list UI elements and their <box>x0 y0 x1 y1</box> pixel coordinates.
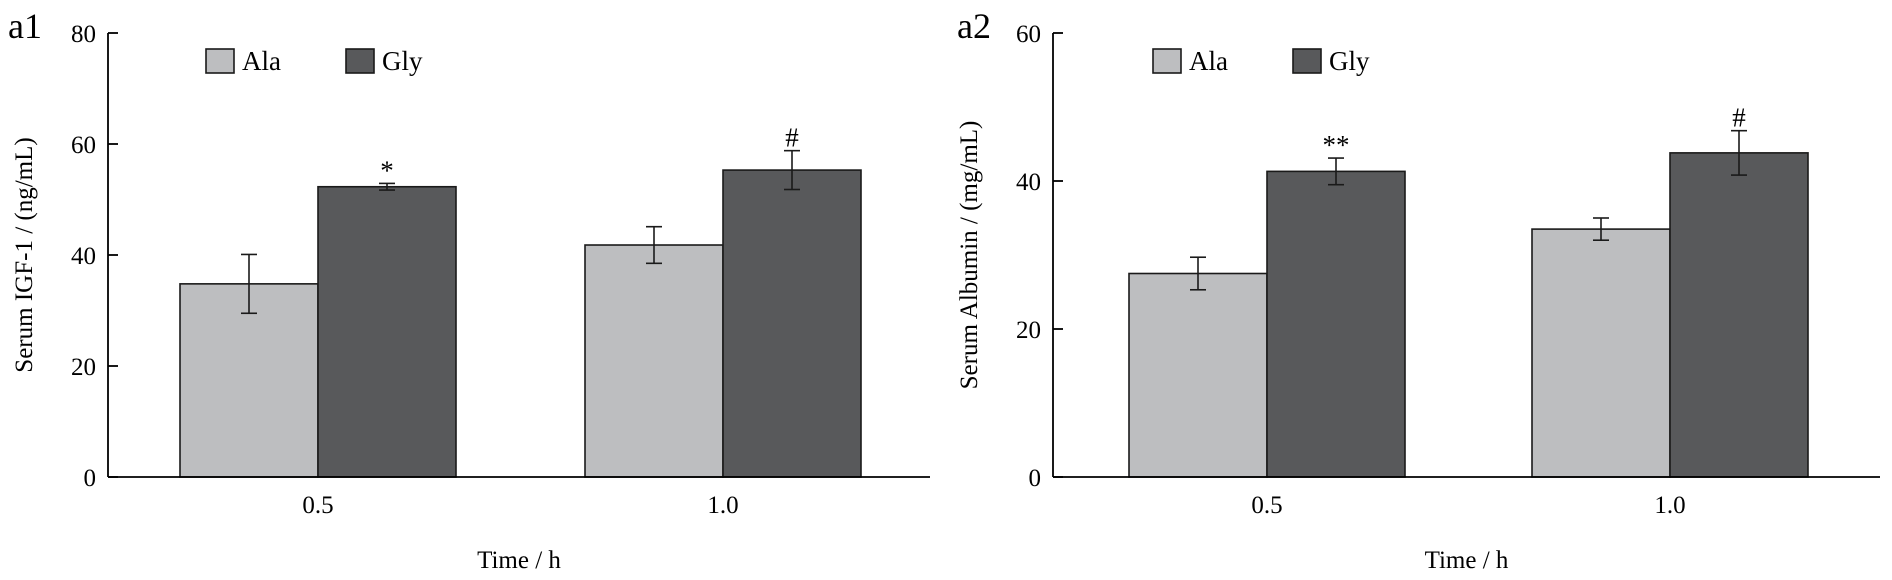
bar-ala-0.5 <box>1128 272 1268 478</box>
legend-swatch-ala <box>205 48 235 74</box>
legend-label-ala: Ala <box>242 46 281 76</box>
legend-swatch-ala <box>1152 48 1182 74</box>
bar-gly-0.5 <box>1266 170 1406 478</box>
y-tick-label: 60 <box>71 132 96 159</box>
bar-gly-0.5 <box>317 185 457 478</box>
x-tick-label: 0.5 <box>1251 492 1282 519</box>
x-axis-title: Time / h <box>477 547 561 574</box>
chart-panel-a1: a1 * #0 20 40 60 80 0.5 1.0 Time / h Serum IGF-1 /… <box>8 6 930 574</box>
y-tick-label: 40 <box>71 243 96 270</box>
legend-label-ala: Ala <box>1189 46 1228 76</box>
y-tick-label: 20 <box>1016 317 1041 344</box>
y-tick-label: 20 <box>71 354 96 381</box>
y-tick-label: 0 <box>1029 465 1042 492</box>
panel-label: a1 <box>8 6 42 46</box>
chart-panel-a2: a2 ** #0 20 40 60 0.5 1.0 Time / h Serum Albumin … <box>956 6 1880 574</box>
x-tick-label: 1.0 <box>1654 492 1685 519</box>
bar-gly-1.0 <box>722 169 862 478</box>
y-tick-label: 60 <box>1016 21 1041 48</box>
bar-ala-0.5 <box>179 283 319 478</box>
bar-ala-1.0 <box>584 244 724 478</box>
x-axis-title: Time / h <box>1425 547 1509 574</box>
bar-gly-1.0 <box>1669 152 1809 478</box>
y-axis-title: Serum IGF-1 / (ng/mL) <box>11 137 38 372</box>
y-tick-label: 80 <box>71 21 96 48</box>
panel-label: a2 <box>957 6 991 46</box>
x-tick-label: 0.5 <box>302 492 333 519</box>
bar-ala-1.0 <box>1531 228 1671 478</box>
significance-marker: * <box>380 155 394 185</box>
y-tick-label: 40 <box>1016 169 1041 196</box>
significance-marker: ** <box>1323 130 1350 160</box>
y-axis-title: Serum Albumin / (mg/mL) <box>956 121 983 390</box>
legend-swatch-gly <box>1292 48 1322 74</box>
legend-label-gly: Gly <box>1329 46 1370 76</box>
x-tick-label: 1.0 <box>707 492 738 519</box>
y-tick-label: 0 <box>84 465 97 492</box>
significance-marker: # <box>785 123 799 153</box>
significance-marker: # <box>1732 103 1746 133</box>
legend-label-gly: Gly <box>382 46 423 76</box>
legend-swatch-gly <box>345 48 375 74</box>
